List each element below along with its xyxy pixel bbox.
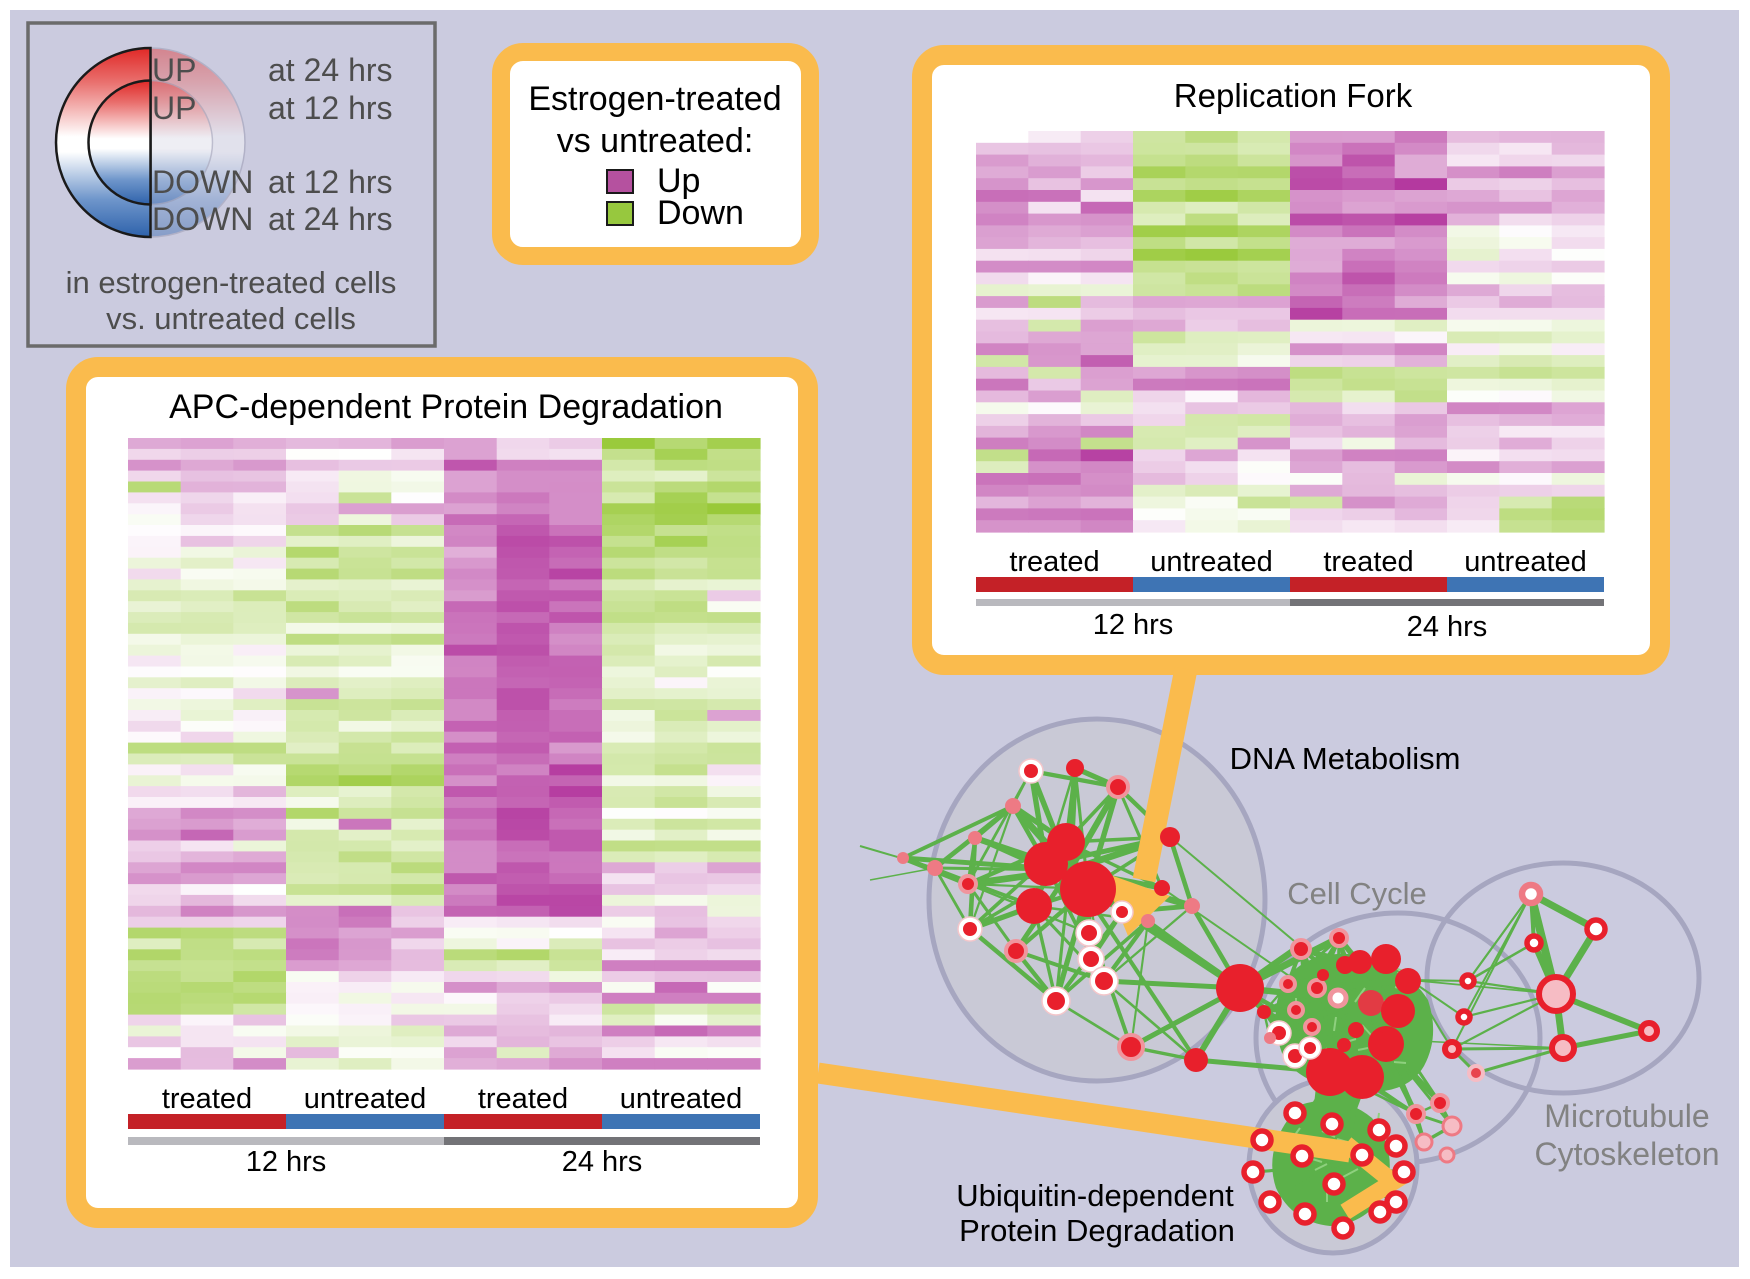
- svg-text:untreated: untreated: [304, 1083, 427, 1115]
- svg-text:treated: treated: [1323, 546, 1413, 578]
- svg-text:treated: treated: [162, 1083, 252, 1115]
- svg-text:at 12 hrs: at 12 hrs: [268, 164, 393, 200]
- svg-text:12 hrs: 12 hrs: [246, 1146, 327, 1178]
- svg-text:12 hrs: 12 hrs: [1093, 609, 1174, 641]
- svg-text:24 hrs: 24 hrs: [1407, 611, 1488, 643]
- svg-text:vs untreated:: vs untreated:: [557, 122, 754, 160]
- svg-text:24 hrs: 24 hrs: [562, 1146, 643, 1178]
- svg-text:at 12 hrs: at 12 hrs: [268, 90, 393, 126]
- svg-text:APC-dependent Protein Degradat: APC-dependent Protein Degradation: [169, 388, 723, 426]
- svg-text:DOWN: DOWN: [152, 164, 253, 200]
- svg-text:vs. untreated cells: vs. untreated cells: [106, 301, 356, 336]
- svg-text:Cytoskeleton: Cytoskeleton: [1535, 1136, 1720, 1172]
- svg-text:treated: treated: [1009, 546, 1099, 578]
- svg-text:Estrogen-treated: Estrogen-treated: [528, 80, 781, 118]
- svg-text:untreated: untreated: [620, 1083, 743, 1115]
- svg-text:untreated: untreated: [1464, 546, 1587, 578]
- svg-text:Cell Cycle: Cell Cycle: [1287, 876, 1427, 911]
- svg-text:UP: UP: [152, 90, 196, 126]
- svg-text:in estrogen-treated cells: in estrogen-treated cells: [66, 265, 397, 300]
- svg-text:Protein Degradation: Protein Degradation: [959, 1213, 1235, 1248]
- svg-text:at 24 hrs: at 24 hrs: [268, 201, 393, 237]
- svg-text:Ubiquitin-dependent: Ubiquitin-dependent: [956, 1178, 1234, 1213]
- svg-text:Replication Fork: Replication Fork: [1174, 77, 1413, 114]
- svg-text:treated: treated: [478, 1083, 568, 1115]
- svg-text:at 24 hrs: at 24 hrs: [268, 52, 393, 88]
- svg-text:DOWN: DOWN: [152, 201, 253, 237]
- svg-text:Microtubule: Microtubule: [1544, 1098, 1709, 1134]
- svg-text:Up: Up: [657, 162, 700, 200]
- svg-text:Down: Down: [657, 194, 744, 232]
- svg-text:DNA Metabolism: DNA Metabolism: [1230, 741, 1461, 776]
- svg-text:untreated: untreated: [1150, 546, 1273, 578]
- svg-text:UP: UP: [152, 52, 196, 88]
